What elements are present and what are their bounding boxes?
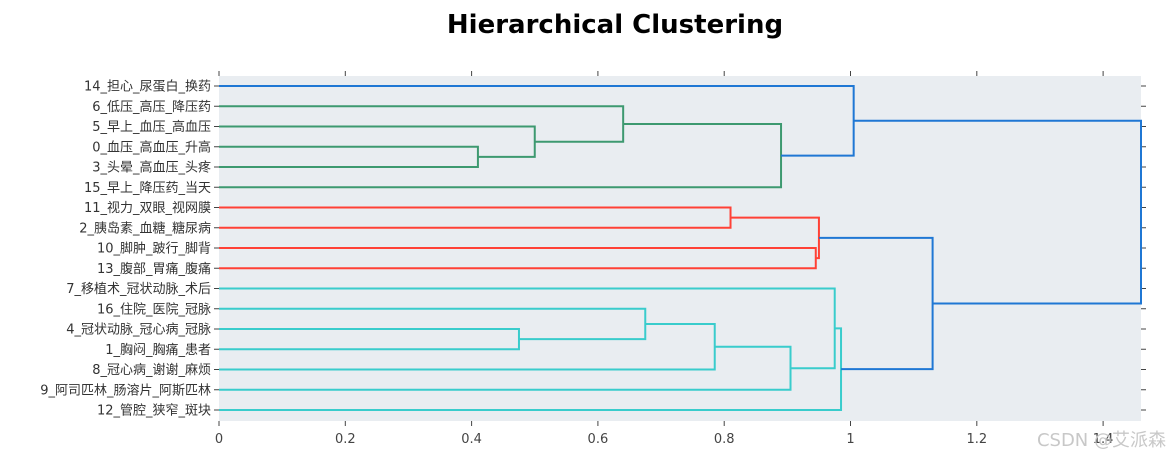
x-tick-label: 0.2 [335,432,356,447]
leaf-label: 8_冠心病_谢谢_麻烦 [92,362,211,378]
dendrogram-link [219,125,536,158]
chart-title: Hierarchical Clustering [447,10,783,40]
leaf-label: 6_低压_高压_降压药 [92,99,211,115]
x-tick-label: 1.4 [1093,432,1114,447]
leaf-label: 11_视力_双眼_视网膜 [84,201,211,216]
leaf-label: 9_阿司匹林_肠溶片_阿斯匹林 [40,383,211,398]
dendrogram-link [219,105,625,143]
leaf-label: 2_胰岛素_血糖_糖尿病 [79,220,211,236]
dendrogram-link [219,307,647,341]
leaf-label: 4_冠状动脉_冠心病_冠脉 [66,323,211,338]
dendrogram-link [219,287,836,370]
top-axis [218,71,1104,76]
leaf-label: 12_管腔_狭窄_斑块 [97,403,211,419]
x-tick-label: 1.2 [966,432,987,447]
x-tick-label: 0.6 [588,432,609,447]
watermark: CSDN @艾派森 [1037,430,1166,451]
leaf-label: 5_早上_血压_高血压 [92,119,211,135]
leaf-label: 14_担心_尿蛋白_换药 [84,79,211,95]
leaf-label: 15_早上_降压药_当天 [84,181,211,196]
x-tick-label: 1 [846,432,854,447]
dendrogram-links [219,85,1142,411]
leaf-label: 13_腹部_胃痛_腹痛 [97,261,211,277]
leaf-label: 16_住院_医院_冠脉 [97,302,211,317]
leaf-labels: 14_担心_尿蛋白_换药 6_低压_高压_降压药 5_早上_血压_高血压 0_血压_高… [40,79,219,419]
leaf-label: 0_血压_高血压_升高 [92,139,211,155]
x-tick-label: 0 [215,432,223,447]
dendrogram-link [853,119,1142,305]
x-tick-label: 0.4 [461,432,482,447]
dendrogram-link [219,122,783,189]
x-tick-label: 0.8 [714,432,735,447]
leaf-label: 1_胸闷_胸痛_患者 [105,342,211,358]
dendrogram-link [219,327,843,411]
leaf-label: 7_移植术_冠状动脉_术后 [66,282,211,297]
x-axis: 0 0.2 0.4 0.6 0.8 1 1.2 1.4 [215,421,1114,447]
leaf-label: 10_脚肿_跛行_脚背 [97,241,211,257]
leaf-label: 3_头晕_高血压_头疼 [92,160,211,176]
dendrogram-link [219,85,855,157]
